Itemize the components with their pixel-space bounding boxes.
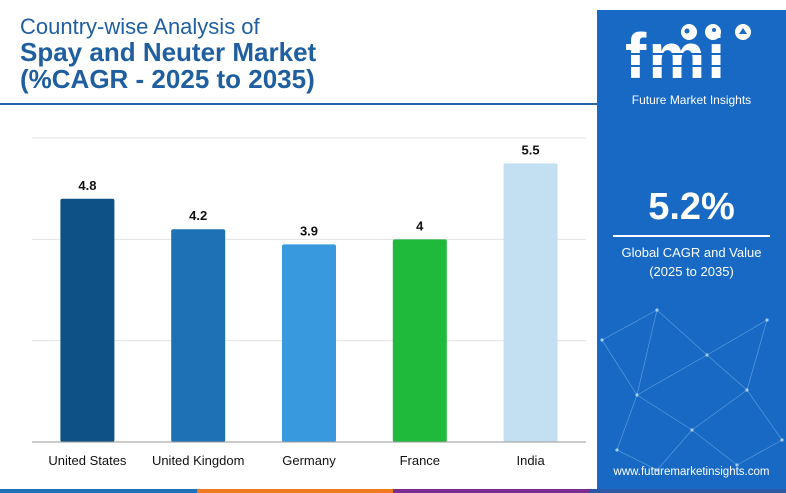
strip-segment-4 — [589, 489, 786, 493]
global-cagr-label: Global CAGR and Value (2025 to 2035) — [597, 243, 786, 281]
bar-united-states — [60, 198, 115, 442]
strip-segment-1 — [0, 489, 197, 493]
network-mesh-graphic — [600, 308, 784, 472]
logo-subtitle: Future Market Insights — [631, 93, 752, 107]
header-divider — [0, 103, 597, 105]
website-url[interactable]: www.futuremarketinsights.com — [613, 466, 770, 478]
x-tick-label-5: India — [516, 453, 545, 468]
x-tick-label-4: France — [400, 453, 440, 468]
bar-india — [503, 163, 558, 443]
data-label-5: 5.5 — [522, 142, 540, 157]
x-tick-label-1: United States — [48, 453, 127, 468]
bar-united-kingdom — [171, 229, 226, 442]
x-tick-label-3: Germany — [282, 453, 336, 468]
data-label-2: 4.2 — [189, 208, 207, 223]
kpi-divider — [613, 235, 770, 237]
data-label-1: 4.8 — [78, 178, 96, 193]
data-label-4: 4 — [416, 218, 424, 233]
strip-segment-2 — [196, 489, 393, 493]
bar-france — [392, 239, 447, 442]
summary-panel: fmi Future Market Insights 5.2% Global C… — [597, 10, 786, 490]
global-cagr-label-line-1: Global CAGR and Value — [621, 245, 762, 260]
bar-germany — [282, 244, 336, 442]
bar-chart: 4.8 United States 4.2 United Kingdom 3.9 Germ… — [32, 137, 586, 468]
data-label-3: 3.9 — [300, 223, 318, 238]
bottom-color-strip — [0, 489, 786, 493]
strip-segment-3 — [393, 489, 590, 493]
title-line-2: Spay and Neuter Market — [20, 37, 317, 67]
chart-header: Country-wise Analysis of Spay and Neuter… — [20, 14, 316, 93]
x-tick-label-2: United Kingdom — [152, 453, 245, 468]
fmi-logo: fmi — [625, 22, 758, 86]
title-line-1: Country-wise Analysis of — [20, 14, 260, 39]
global-cagr-value: 5.2% — [648, 186, 735, 228]
global-cagr-label-line-2: (2025 to 2035) — [649, 264, 734, 279]
title-line-3: (%CAGR - 2025 to 2035) — [20, 64, 315, 94]
